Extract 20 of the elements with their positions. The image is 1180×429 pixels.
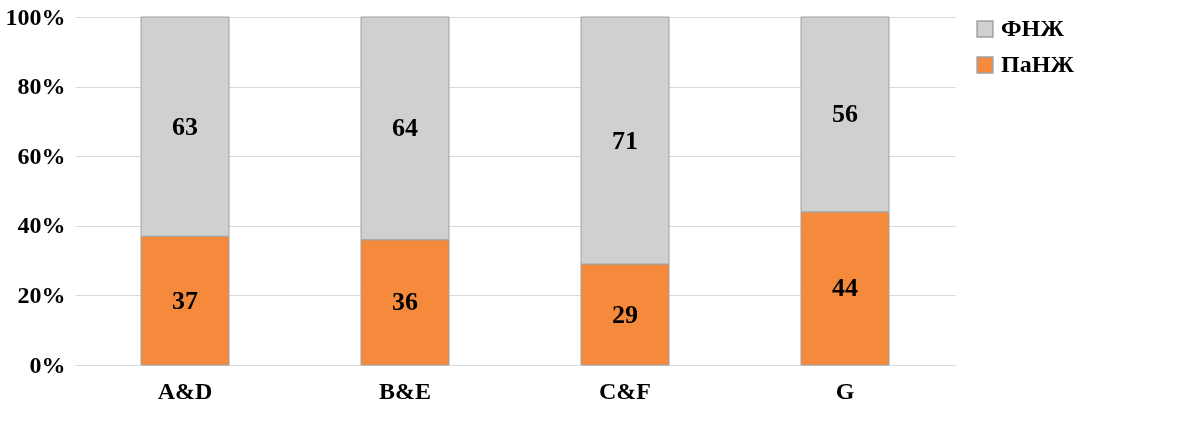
data-label: 71 [612, 125, 638, 155]
data-label: 29 [612, 299, 638, 329]
data-label: 64 [392, 113, 418, 143]
data-label: 56 [832, 99, 858, 129]
data-label: 44 [832, 273, 858, 303]
data-label: 37 [172, 285, 198, 315]
data-label: 36 [392, 287, 418, 317]
x-tick-label: C&F [599, 377, 651, 404]
y-tick-label: 0% [29, 351, 66, 378]
y-tick-label: 20% [17, 281, 66, 308]
x-tick-label: B&E [378, 377, 432, 404]
legend-label: ПаНЖ [1001, 51, 1075, 77]
x-tick-label: A&D [157, 377, 213, 404]
y-tick-label: 80% [17, 73, 66, 100]
legend-label: ФНЖ [1001, 15, 1065, 41]
data-label: 63 [172, 111, 198, 141]
y-tick-label: 100% [5, 3, 66, 30]
y-tick-label: 60% [17, 142, 66, 169]
y-tick-label: 40% [17, 212, 66, 239]
x-tick-label: G [835, 377, 855, 404]
